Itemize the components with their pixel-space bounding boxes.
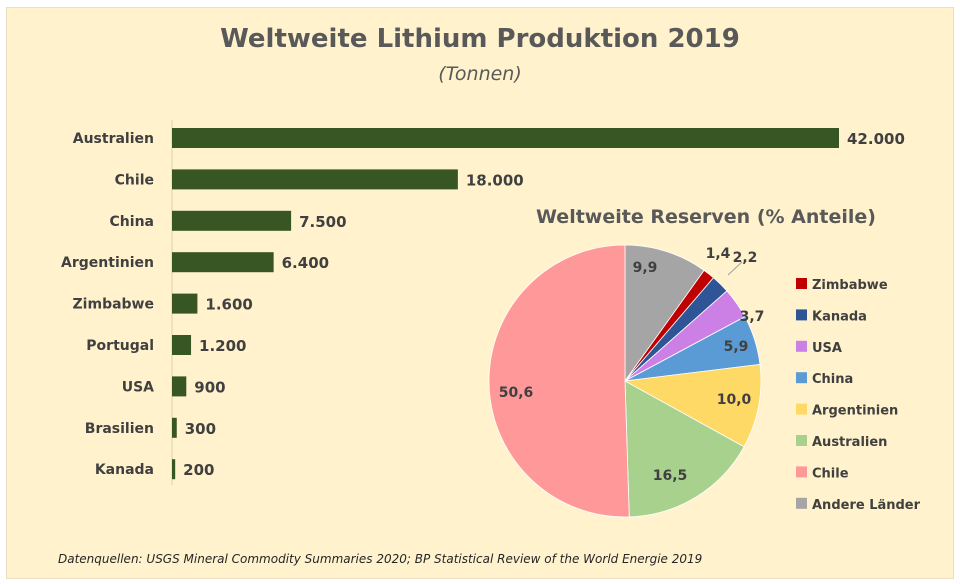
pie-data-label: 50,6: [499, 385, 534, 401]
bar-category-label: Zimbabwe: [73, 297, 154, 313]
pie-slice-chile: [488, 244, 630, 518]
pie-data-label: 16,5: [653, 468, 688, 484]
bar-value-label: 1.200: [199, 337, 246, 355]
bar-category-label: China: [110, 214, 154, 230]
legend-swatch: [796, 309, 807, 321]
bar-value-label: 42.000: [847, 130, 905, 148]
legend-item: Argentinien: [812, 404, 898, 419]
legend-swatch: [796, 466, 807, 478]
pie-data-label: 10,0: [717, 392, 752, 408]
legend-swatch: [796, 497, 807, 509]
legend-item: Andere Länder: [812, 498, 921, 513]
bar-australien: [172, 128, 839, 148]
pie-slice-andere-länder: [624, 244, 705, 383]
bar-argentinien: [172, 252, 274, 273]
pie-chart-title: Weltweite Reserven (% Anteile): [536, 206, 876, 228]
pie-data-label: 9,9: [633, 260, 658, 276]
legend-item: Chile: [812, 466, 849, 481]
legend-swatch: [796, 340, 807, 352]
bar-value-label: 18.000: [466, 171, 524, 189]
bar-chart-subtitle: (Tonnen): [438, 63, 522, 85]
bar-china: [172, 210, 292, 231]
chart-panel: [6, 7, 954, 579]
bar-category-label: Australien: [73, 131, 154, 147]
bar-kanada: [172, 459, 176, 480]
legend-swatch: [796, 403, 807, 415]
legend-item: Australien: [812, 435, 887, 450]
bar-category-label: Brasilien: [85, 421, 154, 437]
bar-value-label: 1.600: [205, 296, 252, 314]
bar-usa: [172, 376, 187, 397]
bar-category-label: Chile: [115, 172, 154, 188]
bar-category-label: Kanada: [95, 462, 154, 478]
bar-portugal: [172, 335, 192, 355]
bar-value-label: 900: [194, 378, 225, 396]
bar-chile: [172, 169, 458, 190]
pie-data-label: 1,4: [706, 246, 731, 262]
legend-swatch: [796, 278, 807, 289]
legend-item: Zimbabwe: [812, 278, 888, 293]
bar-value-label: 7.500: [299, 213, 346, 231]
pie-data-label: 3,7: [740, 309, 765, 325]
bar-value-label: 300: [185, 420, 216, 438]
legend-item: USA: [812, 341, 842, 356]
legend-swatch: [796, 372, 807, 384]
pie-data-label: 5,9: [724, 339, 749, 355]
leader-line: [727, 261, 743, 276]
bar-category-label: USA: [122, 379, 154, 395]
legend-item: Kanada: [812, 309, 867, 324]
bar-value-label: 200: [183, 461, 214, 479]
footer-source: Datenquellen: USGS Mineral Commodity Sum…: [58, 552, 702, 566]
bar-category-label: Portugal: [86, 338, 154, 354]
bar-category-label: Argentinien: [61, 255, 154, 271]
bar-zimbabwe: [172, 293, 198, 314]
pie-slice-argentinien: [623, 363, 762, 448]
legend-item: China: [812, 372, 853, 387]
bar-value-label: 6.400: [282, 254, 329, 272]
bar-chart-title: Weltweite Lithium Produktion 2019: [220, 24, 740, 54]
pie-slice-australien: [624, 380, 745, 518]
legend-swatch: [796, 435, 807, 446]
pie-data-label: 2,2: [733, 250, 758, 266]
bar-brasilien: [172, 417, 177, 438]
